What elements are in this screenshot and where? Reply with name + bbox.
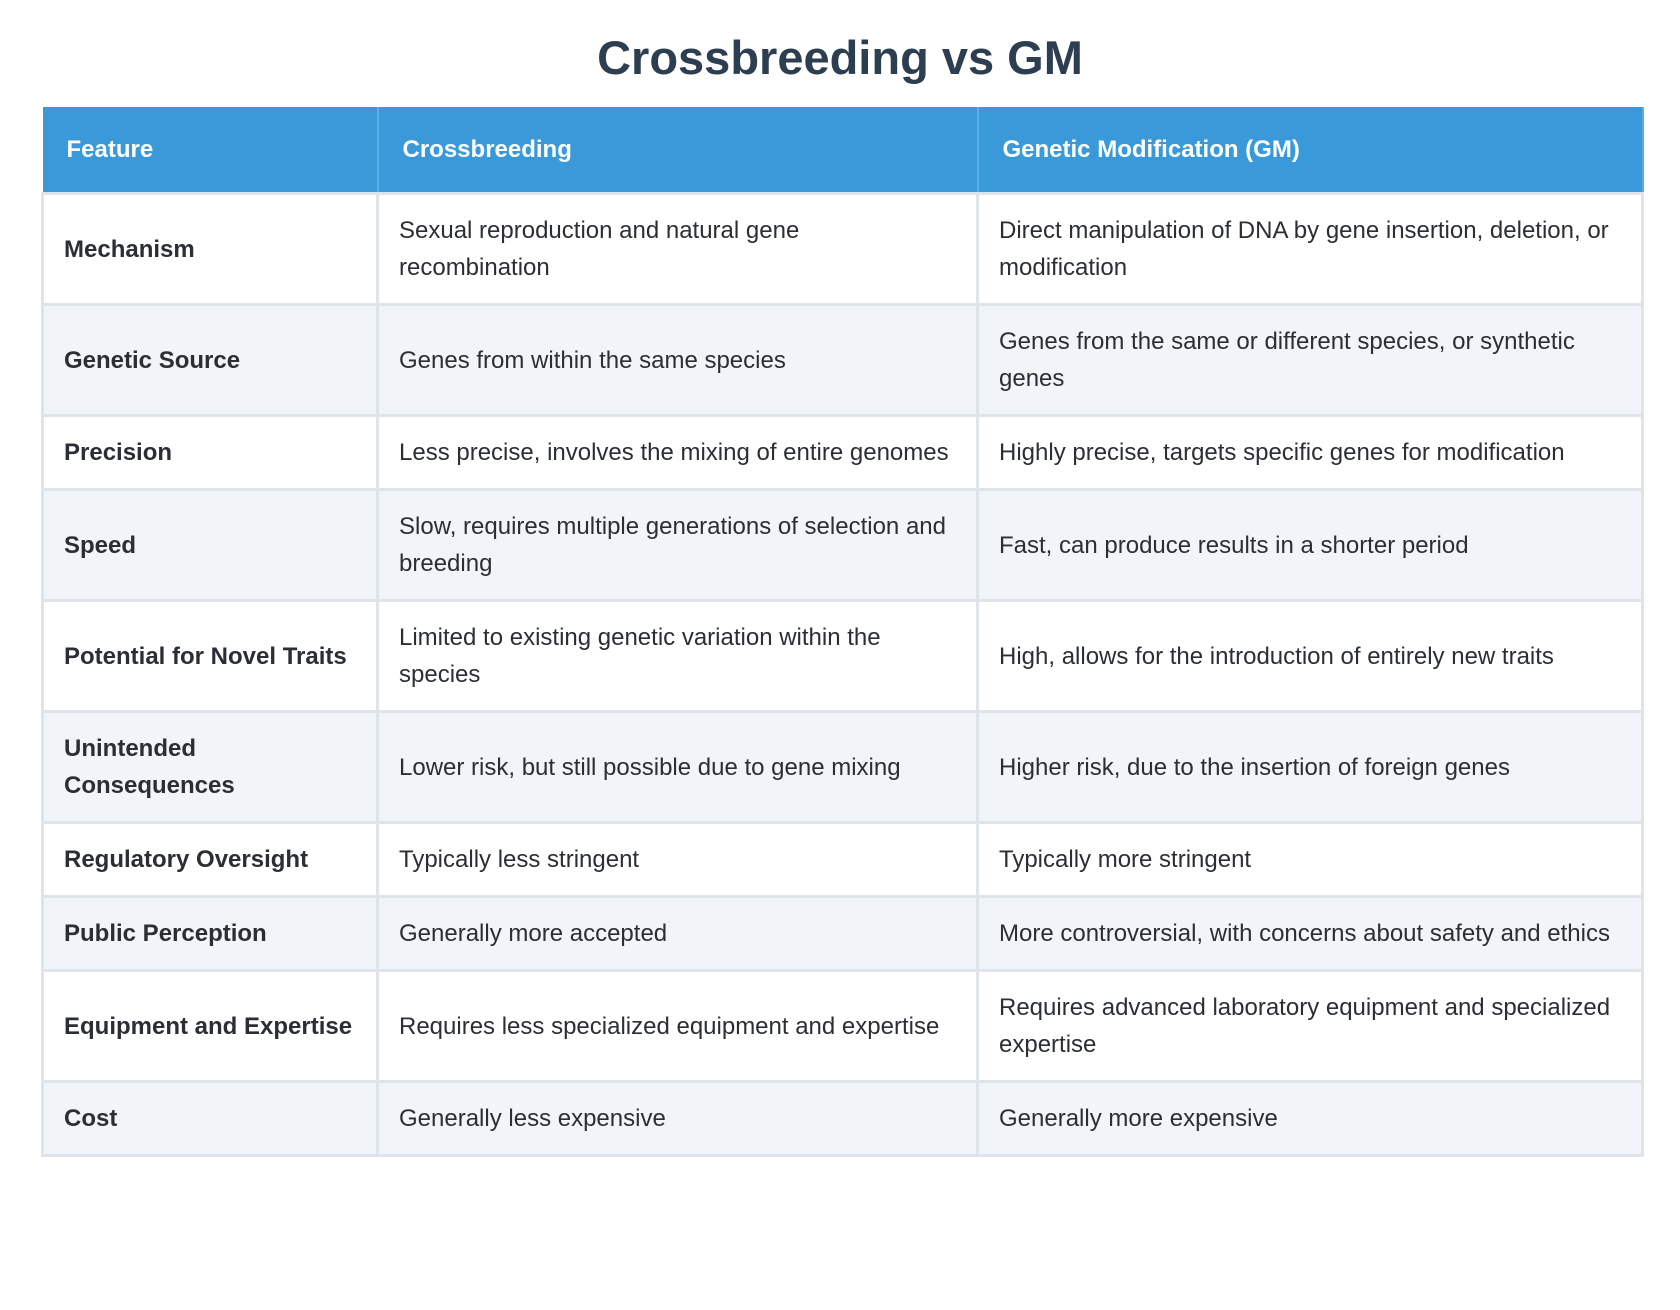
table-cell: Requires less specialized equipment and … xyxy=(376,969,979,1083)
feature-cell: Unintended Consequences xyxy=(41,710,379,824)
table-cell: Fast, can produce results in a shorter p… xyxy=(976,488,1644,602)
table-cell: Highly precise, targets specific genes f… xyxy=(976,414,1644,491)
table-cell: More controversial, with concerns about … xyxy=(976,895,1644,972)
table-row: Precision Less precise, involves the mixi… xyxy=(41,414,1644,491)
table-row: Speed Slow, requires multiple generations… xyxy=(41,488,1644,602)
table-row: Regulatory Oversight Typically less strin… xyxy=(41,821,1644,898)
feature-cell: Potential for Novel Traits xyxy=(41,599,379,713)
table-cell: High, allows for the introduction of ent… xyxy=(976,599,1644,713)
table-cell: Higher risk, due to the insertion of for… xyxy=(976,710,1644,824)
table-cell: Direct manipulation of DNA by gene inser… xyxy=(976,192,1644,306)
table-cell: Generally more accepted xyxy=(376,895,979,972)
feature-cell: Speed xyxy=(41,488,379,602)
table-cell: Sexual reproduction and natural gene rec… xyxy=(376,192,979,306)
feature-cell: Public Perception xyxy=(41,895,379,972)
table-cell: Genes from within the same species xyxy=(376,303,979,417)
table-cell: Slow, requires multiple generations of s… xyxy=(376,488,979,602)
table-cell: Genes from the same or different species… xyxy=(976,303,1644,417)
table-cell: Generally more expensive xyxy=(976,1080,1644,1157)
table-row: Genetic Source Genes from within the same… xyxy=(41,303,1644,417)
table-cell: Lower risk, but still possible due to ge… xyxy=(376,710,979,824)
table-row: Equipment and Expertise Requires less spe… xyxy=(41,969,1644,1083)
feature-cell: Mechanism xyxy=(41,192,379,306)
table-row: Potential for Novel Traits Limited to exi… xyxy=(41,599,1644,713)
table-cell: Generally less expensive xyxy=(376,1080,979,1157)
table-cell: Typically less stringent xyxy=(376,821,979,898)
table-row: Unintended Consequences Lower risk, but s… xyxy=(41,710,1644,824)
comparison-table: Feature Crossbreeding Genetic Modification… xyxy=(41,107,1644,1157)
feature-cell: Regulatory Oversight xyxy=(41,821,379,898)
table-cell: Less precise, involves the mixing of ent… xyxy=(376,414,979,491)
header-row: Feature Crossbreeding Genetic Modification… xyxy=(42,107,1644,194)
table-row: Mechanism Sexual reproduction and natural… xyxy=(41,192,1644,306)
table-cell: Typically more stringent xyxy=(976,821,1644,898)
column-header: Feature xyxy=(42,107,379,194)
table-row: Cost Generally less expensive Generally mo… xyxy=(41,1080,1644,1157)
title: Crossbreeding vs GM xyxy=(597,31,1083,84)
feature-cell: Equipment and Expertise xyxy=(41,969,379,1083)
table-row: Public Perception Generally more accepted… xyxy=(41,895,1644,972)
feature-cell: Cost xyxy=(41,1080,379,1157)
column-header: Genetic Modification (GM) xyxy=(977,107,1644,194)
feature-cell: Precision xyxy=(41,414,379,491)
table-cell: Requires advanced laboratory equipment a… xyxy=(976,969,1644,1083)
column-header: Crossbreeding xyxy=(377,107,979,194)
table-cell: Limited to existing genetic variation wi… xyxy=(376,599,979,713)
feature-cell: Genetic Source xyxy=(41,303,379,417)
